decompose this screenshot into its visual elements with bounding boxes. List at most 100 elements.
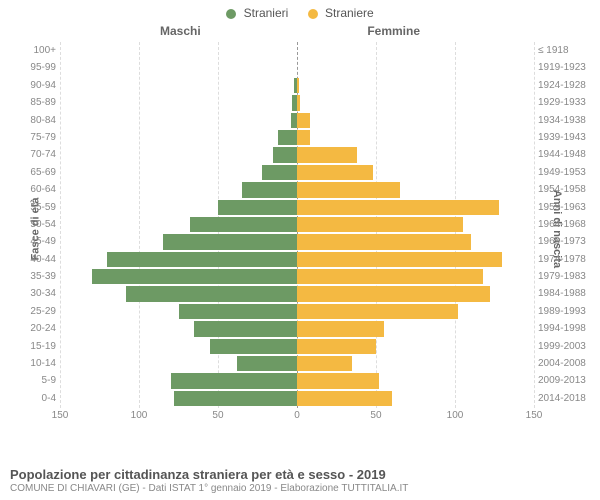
bar-container — [60, 252, 534, 267]
age-label: 5-9 — [10, 372, 56, 389]
age-label: 75-79 — [10, 129, 56, 146]
age-label: 100+ — [10, 42, 56, 59]
x-tick: 150 — [526, 410, 543, 421]
pyramid-row: 80-841934-1938 — [60, 112, 534, 129]
bar-male — [179, 304, 298, 319]
bar-container — [60, 304, 534, 319]
x-tick: 150 — [52, 410, 69, 421]
birth-label: ≤ 1918 — [538, 42, 598, 59]
legend-male-label: Stranieri — [244, 6, 289, 20]
pyramid-row: 45-491969-1973 — [60, 233, 534, 250]
age-label: 55-59 — [10, 199, 56, 216]
age-label: 45-49 — [10, 233, 56, 250]
age-label: 0-4 — [10, 390, 56, 407]
chart-area: Maschi Femmine Fasce di età Anni di nasc… — [0, 24, 600, 434]
bar-male — [92, 269, 297, 284]
bar-container — [60, 78, 534, 93]
legend: Stranieri Straniere — [0, 0, 600, 20]
bar-female — [297, 130, 310, 145]
bar-container — [60, 182, 534, 197]
birth-label: 1949-1953 — [538, 164, 598, 181]
bar-female — [297, 217, 463, 232]
bar-female — [297, 304, 458, 319]
pyramid-row: 100+≤ 1918 — [60, 42, 534, 59]
age-label: 60-64 — [10, 181, 56, 198]
birth-label: 1979-1983 — [538, 268, 598, 285]
bar-female — [297, 391, 392, 406]
age-label: 40-44 — [10, 251, 56, 268]
bar-container — [60, 391, 534, 406]
birth-label: 2009-2013 — [538, 372, 598, 389]
pyramid-row: 40-441974-1978 — [60, 251, 534, 268]
bar-female — [297, 113, 310, 128]
age-label: 30-34 — [10, 285, 56, 302]
bar-male — [174, 391, 297, 406]
birth-label: 1999-2003 — [538, 338, 598, 355]
pyramid-row: 30-341984-1988 — [60, 285, 534, 302]
legend-male-swatch — [226, 9, 236, 19]
bar-female — [297, 356, 352, 371]
bar-container — [60, 165, 534, 180]
bar-female — [297, 165, 373, 180]
bar-container — [60, 234, 534, 249]
bar-container — [60, 373, 534, 388]
age-label: 20-24 — [10, 320, 56, 337]
pyramid-row: 90-941924-1928 — [60, 77, 534, 94]
pyramid-row: 60-641954-1958 — [60, 181, 534, 198]
bar-female — [297, 321, 384, 336]
bar-female — [297, 252, 502, 267]
age-label: 15-19 — [10, 338, 56, 355]
birth-label: 2014-2018 — [538, 390, 598, 407]
bar-male — [190, 217, 297, 232]
birth-label: 1954-1958 — [538, 181, 598, 198]
bar-male — [242, 182, 297, 197]
bar-male — [107, 252, 297, 267]
bar-container — [60, 113, 534, 128]
bar-female — [297, 269, 483, 284]
x-tick: 50 — [212, 410, 223, 421]
pyramid-row: 35-391979-1983 — [60, 268, 534, 285]
birth-label: 1919-1923 — [538, 59, 598, 76]
bar-male — [163, 234, 297, 249]
bar-female — [297, 78, 299, 93]
bar-male — [278, 130, 297, 145]
birth-label: 1984-1988 — [538, 285, 598, 302]
age-label: 95-99 — [10, 59, 56, 76]
age-label: 25-29 — [10, 303, 56, 320]
x-tick: 0 — [294, 410, 300, 421]
age-label: 65-69 — [10, 164, 56, 181]
pyramid-row: 75-791939-1943 — [60, 129, 534, 146]
bar-female — [297, 286, 490, 301]
bar-container — [60, 339, 534, 354]
bar-female — [297, 234, 471, 249]
birth-label: 1934-1938 — [538, 112, 598, 129]
bar-male — [237, 356, 297, 371]
age-label: 35-39 — [10, 268, 56, 285]
age-label: 85-89 — [10, 94, 56, 111]
header-female: Femmine — [367, 24, 420, 38]
bar-container — [60, 200, 534, 215]
pyramid-row: 15-191999-2003 — [60, 338, 534, 355]
legend-male: Stranieri — [226, 6, 288, 20]
bar-container — [60, 147, 534, 162]
bar-container — [60, 60, 534, 75]
pyramid-row: 55-591959-1963 — [60, 199, 534, 216]
bar-male — [262, 165, 297, 180]
bar-container — [60, 43, 534, 58]
bar-container — [60, 95, 534, 110]
bar-container — [60, 356, 534, 371]
pyramid-row: 0-42014-2018 — [60, 390, 534, 407]
pyramid-row: 5-92009-2013 — [60, 372, 534, 389]
x-tick: 50 — [370, 410, 381, 421]
birth-label: 1964-1968 — [538, 216, 598, 233]
header-male: Maschi — [160, 24, 201, 38]
pyramid-row: 50-541964-1968 — [60, 216, 534, 233]
x-tick: 100 — [131, 410, 148, 421]
bar-female — [297, 339, 376, 354]
bar-container — [60, 269, 534, 284]
legend-female: Straniere — [308, 6, 374, 20]
bar-male — [126, 286, 297, 301]
pyramid-row: 25-291989-1993 — [60, 303, 534, 320]
bar-container — [60, 321, 534, 336]
birth-label: 1944-1948 — [538, 146, 598, 163]
